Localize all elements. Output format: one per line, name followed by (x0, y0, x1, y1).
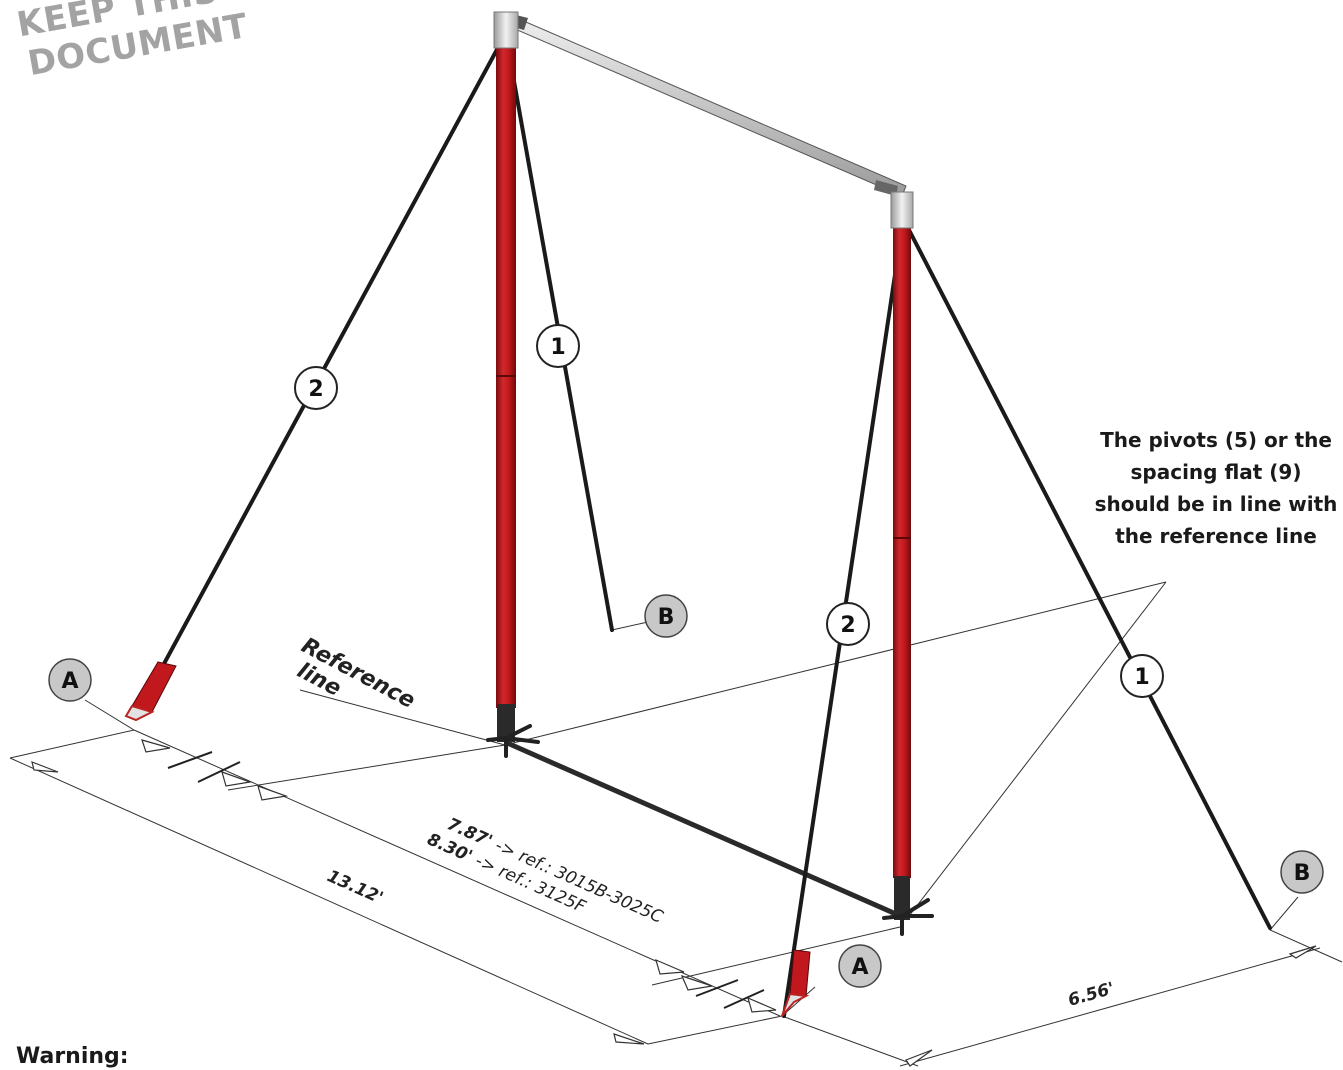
right-post (882, 191, 934, 936)
callout-right-front-stay: 2 (826, 602, 870, 646)
svg-text:A: A (851, 955, 868, 980)
svg-text:B: B (1294, 861, 1311, 886)
span-dimension-labels: 7.87' -> ref.: 3015B-3025C 8.30' -> ref.… (424, 814, 666, 927)
note-line-2: spacing flat (9) (1130, 460, 1302, 484)
stay-sleeves (124, 661, 811, 1017)
top-crossbar (507, 14, 907, 197)
svg-text:2: 2 (308, 377, 323, 402)
ground-spacer-bar (503, 739, 907, 921)
svg-text:1: 1 (550, 335, 565, 360)
note-line-1: The pivots (5) or the (1100, 428, 1332, 452)
svg-text:A: A (61, 669, 78, 694)
note-line-3: should be in line with (1094, 492, 1338, 516)
warning-heading: Warning: (16, 1044, 129, 1069)
dimension-slashes (167, 751, 765, 1009)
callout-left-back-stay: 2 (294, 366, 338, 410)
note-line-4: the reference line (1115, 524, 1317, 548)
dimension-arrows (31, 739, 1317, 1067)
total-width-label: 13.12' (324, 866, 386, 908)
svg-text:2: 2 (840, 613, 855, 638)
dimension-lines (9, 581, 1343, 1067)
svg-text:13.12': 13.12' (324, 866, 386, 908)
svg-text:1: 1 (1134, 665, 1149, 690)
svg-text:B: B (658, 605, 675, 630)
anchor-b-left: B (644, 594, 688, 638)
depth-label: 6.56' (1066, 979, 1117, 1011)
reference-line-label: Reference line (293, 633, 419, 714)
pivot-alignment-note: The pivots (5) or the spacing flat (9) s… (1088, 424, 1343, 552)
anchor-a-left: A (48, 658, 92, 702)
left-post (486, 11, 540, 758)
svg-text:6.56': 6.56' (1066, 979, 1117, 1011)
callout-right-back-stay: 1 (1120, 654, 1164, 698)
callout-left-front-stay: 1 (536, 324, 580, 368)
anchor-a-right: A (838, 944, 882, 988)
right-back-stay (906, 226, 1272, 930)
anchor-b-right: B (1280, 850, 1324, 894)
